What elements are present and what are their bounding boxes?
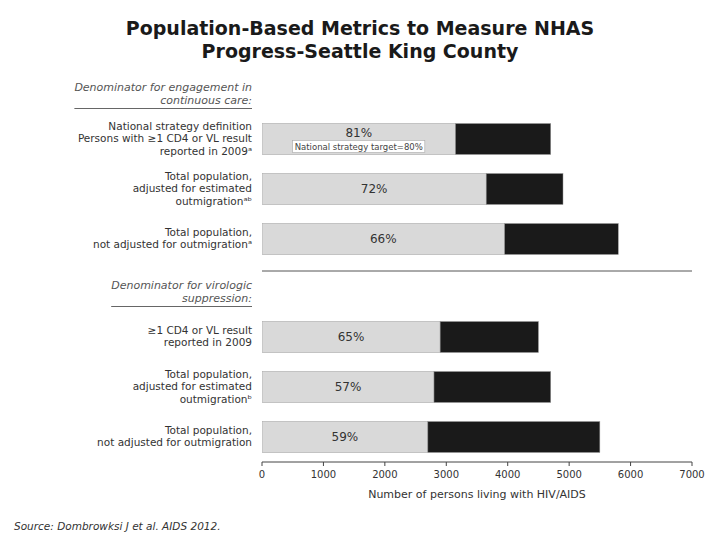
bar-segment <box>262 322 440 353</box>
bar-segment <box>262 372 434 403</box>
bar-segment <box>262 124 456 155</box>
note-label: National strategy target=80% <box>295 142 423 152</box>
tick <box>569 462 570 466</box>
source-note: Source: Dombrowksi J et al. AIDS 2012. <box>14 520 221 532</box>
text-line: continuous care: <box>160 94 252 107</box>
text-line: adjusted for estimated <box>133 182 252 194</box>
x-axis: 0 1000 2000 3000 4000 5000 6000 7000 <box>259 462 705 480</box>
text-line: Denominator for engagement in <box>74 81 252 94</box>
bar-segment <box>456 124 551 155</box>
tick <box>446 462 447 466</box>
text-line: not adjusted for outmigrationᵃ <box>93 238 252 250</box>
percent-label: 65% <box>338 330 365 344</box>
bars <box>262 124 618 453</box>
text-line: Total population, <box>164 226 252 238</box>
text-line: not adjusted for outmigration <box>97 436 252 448</box>
percent-label: 81% <box>345 126 372 140</box>
section-label: Denominator for engagement incontinuous … <box>74 81 252 107</box>
section-underline <box>74 108 252 109</box>
axis-line <box>262 462 692 463</box>
category-label: Total population,adjusted for estimatedo… <box>133 368 252 405</box>
bar-segment <box>428 422 600 453</box>
text-line: reported in 2009ᵃ <box>160 145 252 157</box>
bar-segment <box>262 422 428 453</box>
category-label: Total population,not adjusted for outmig… <box>93 226 252 251</box>
category-label: Total population,not adjusted for outmig… <box>97 424 252 449</box>
text-line: Population-Based Metrics to Measure NHAS <box>126 16 594 38</box>
tick <box>323 462 324 466</box>
tick <box>692 462 693 466</box>
tick <box>630 462 631 466</box>
bar-annotations: 81% National strategy target=80% 72% 66% 65%… <box>293 126 425 444</box>
category-labels: Denominator for engagement incontinuous … <box>74 81 252 449</box>
percent-label: 72% <box>361 182 388 196</box>
tick <box>384 462 385 466</box>
section-underline <box>111 306 252 307</box>
text-line: reported in 2009 <box>164 336 252 348</box>
bar-segment <box>262 224 505 255</box>
tick-label: 3000 <box>434 469 459 480</box>
category-label: ≥1 CD4 or VL resultreported in 2009 <box>148 324 252 349</box>
tick <box>262 462 263 466</box>
text-line: Persons with ≥1 CD4 or VL result <box>78 132 252 144</box>
category-label: Total population,adjusted for estimatedo… <box>133 170 252 207</box>
tick-label: 0 <box>259 469 265 480</box>
bar-segment <box>262 174 486 205</box>
section-divider <box>262 271 692 272</box>
tick-label: 6000 <box>618 469 643 480</box>
tick <box>507 462 508 466</box>
text-line: ≥1 CD4 or VL result <box>148 324 252 336</box>
text-line: outmigrationᵃᵇ <box>176 195 252 207</box>
text-line: Total population, <box>164 424 252 436</box>
text-line: Total population, <box>164 170 252 182</box>
chart: Population-Based Metrics to Measure NHAS… <box>0 0 720 540</box>
text-line: Total population, <box>164 368 252 380</box>
text-line: outmigrationᵇ <box>180 393 252 405</box>
note-box <box>293 141 425 153</box>
bar-segment <box>434 372 551 403</box>
category-label: National strategy definitionPersons with… <box>78 120 252 157</box>
tick-label: 2000 <box>372 469 397 480</box>
section-label: Denominator for virologicsuppression: <box>111 279 252 305</box>
bar-segment <box>505 224 619 255</box>
text-line: suppression: <box>182 292 252 305</box>
text-line: Denominator for virologic <box>111 279 252 292</box>
tick-label: 1000 <box>311 469 336 480</box>
bar-segment <box>486 174 563 205</box>
percent-label: 59% <box>332 430 359 444</box>
text-line: adjusted for estimated <box>133 380 252 392</box>
text-line: Progress-Seattle King County <box>202 39 519 61</box>
percent-label: 66% <box>370 232 397 246</box>
percent-label: 57% <box>335 380 362 394</box>
x-axis-label: Number of persons living with HIV/AIDS <box>368 488 586 501</box>
tick-label: 4000 <box>495 469 520 480</box>
bar-segment <box>440 322 538 353</box>
tick-label: 7000 <box>679 469 704 480</box>
tick-label: 5000 <box>556 469 581 480</box>
text-line: National strategy definition <box>108 120 252 132</box>
title: Population-Based Metrics to Measure NHAS… <box>126 16 594 61</box>
